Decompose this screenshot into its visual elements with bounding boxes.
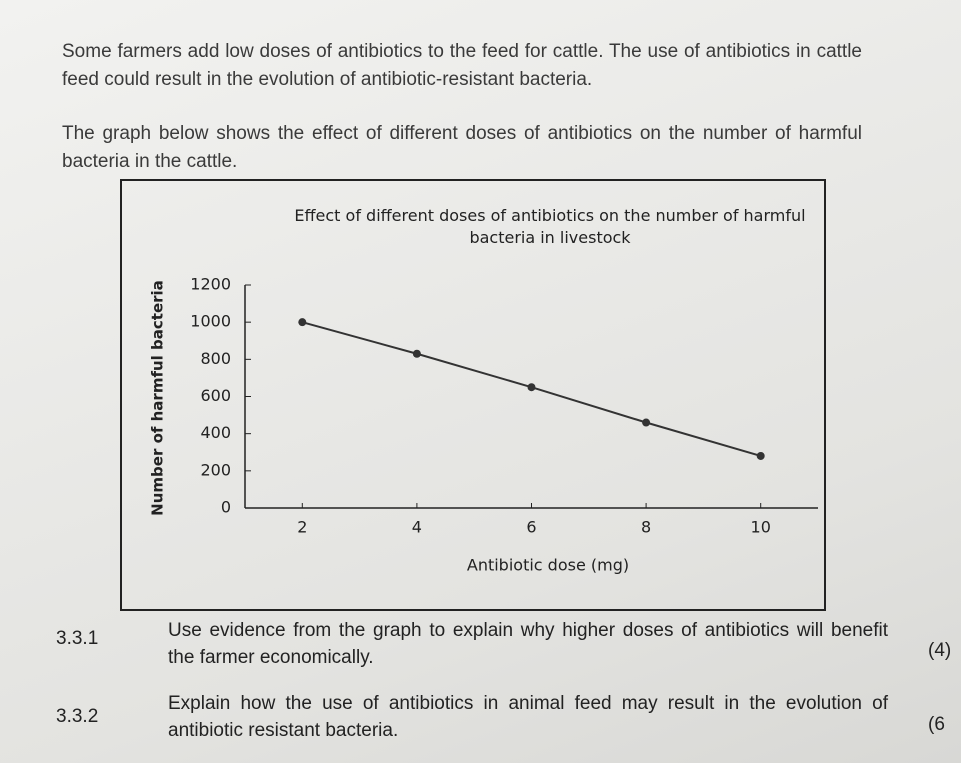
y-tick-label: 600	[200, 386, 231, 405]
chart-frame	[120, 179, 826, 611]
data-point	[642, 418, 651, 427]
x-tick-label: 4	[412, 518, 422, 537]
x-tick-label: 2	[297, 518, 307, 537]
question-marks: (6	[928, 714, 945, 735]
title-box: Effect of different doses of antibiotics…	[294, 206, 806, 247]
y-axis-label: Number of harmful bacteria	[149, 280, 167, 516]
y-tick-label: 1000	[190, 312, 231, 331]
y-tick-label: 400	[200, 423, 231, 442]
data-point	[412, 349, 421, 358]
question-text: Explain how the use of antibiotics in an…	[168, 693, 888, 741]
y-tick-label: 200	[200, 460, 231, 479]
x-tick-label: 8	[641, 518, 651, 537]
data-point	[298, 318, 307, 327]
question-marks: (4)	[928, 640, 952, 661]
y-tick-label: 1200	[190, 275, 231, 294]
data-point	[756, 451, 765, 460]
question-number: 3.3.2	[56, 706, 99, 727]
x-tick-label: 10	[751, 518, 771, 537]
data-point	[527, 383, 536, 392]
question-text: Use evidence from the graph to explain w…	[168, 620, 888, 668]
x-tick-label: 6	[526, 518, 536, 537]
paragraph: The graph below shows the effect of diff…	[62, 123, 862, 172]
y-tick-label: 800	[200, 349, 231, 368]
paragraph: Some farmers add low doses of antibiotic…	[62, 41, 862, 90]
question-number: 3.3.1	[56, 628, 99, 649]
x-axis-label: Antibiotic dose (mg)	[467, 556, 629, 575]
chart-title: Effect of different doses of antibiotics…	[294, 206, 806, 247]
y-tick-label: 0	[221, 498, 231, 517]
